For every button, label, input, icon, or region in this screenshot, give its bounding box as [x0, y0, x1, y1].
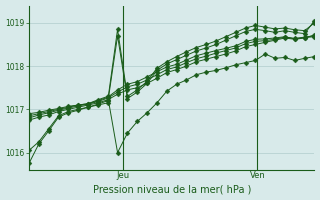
- X-axis label: Pression niveau de la mer( hPa ): Pression niveau de la mer( hPa ): [92, 184, 251, 194]
